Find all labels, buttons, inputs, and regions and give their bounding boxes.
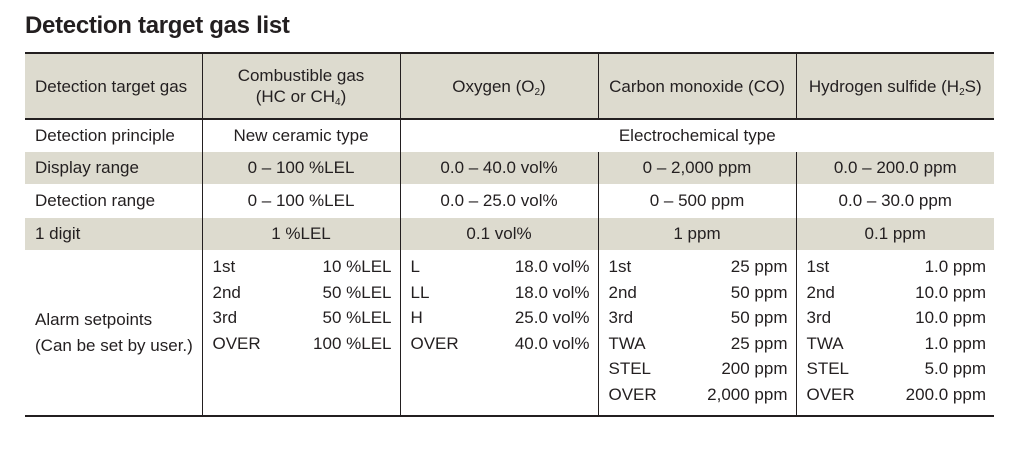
cell: 0.0 – 40.0 vol% xyxy=(399,152,598,184)
setpoint-row: STEL 200 ppm xyxy=(609,356,788,382)
header-co: Carbon monoxide (CO) xyxy=(597,52,796,119)
row-label: Detection range xyxy=(35,191,156,210)
cell: 0.1 vol% xyxy=(399,218,598,250)
cell: 0.0 – 30.0 ppm xyxy=(795,184,994,218)
setpoint-value: 100 %LEL xyxy=(313,333,392,353)
setpoint-value: 10.0 ppm xyxy=(915,308,986,328)
cell-electrochemical: Electrochemical type xyxy=(399,118,994,152)
setpoint-row: STEL 5.0 ppm xyxy=(807,356,987,382)
setpoint-name: 2nd xyxy=(806,282,835,302)
setpoint-value: 10 %LEL xyxy=(322,257,392,276)
setpoint-name: OVER xyxy=(410,333,459,353)
setpoint-row: 1st 1.0 ppm xyxy=(807,254,987,280)
cell: New ceramic type xyxy=(201,118,400,152)
setpoint-name: L xyxy=(410,257,420,276)
setpoint-row: 2nd 50 ppm xyxy=(609,280,788,306)
cell: 1 %LEL xyxy=(201,218,400,250)
setpoint-value: 200.0 ppm xyxy=(905,384,986,404)
setpoint-value: 50 %LEL xyxy=(322,308,392,328)
setpoint-row: 3rd 50 ppm xyxy=(609,305,788,331)
setpoint-name: 1st xyxy=(608,257,632,276)
setpoint-value: 1.0 ppm xyxy=(924,257,986,276)
table-row-alarm: Alarm setpoints (Can be set by user.) 1st… xyxy=(25,250,994,417)
page-title: Detection target gas list xyxy=(25,12,290,39)
setpoint-value: 18.0 vol% xyxy=(514,282,590,302)
setpoint-row: OVER 40.0 vol% xyxy=(411,331,590,357)
row-label: 1 digit xyxy=(25,218,202,250)
cell: 0.0 – 25.0 vol% xyxy=(399,184,598,218)
setpoint-row: 3rd 50 %LEL xyxy=(213,305,392,331)
setpoint-value: 50 %LEL xyxy=(322,282,392,302)
setpoint-row: 1st 10 %LEL xyxy=(213,254,392,280)
setpoint-value: 10.0 ppm xyxy=(915,282,986,302)
setpoint-row: OVER 2,000 ppm xyxy=(609,382,788,408)
row-label: Detection principle xyxy=(25,118,202,152)
alarm-cell-combustible: 1st 10 %LEL 2nd 50 %LEL 3rd 50 %LEL OVER 100 %L… xyxy=(201,250,400,417)
setpoint-row: 3rd 10.0 ppm xyxy=(807,305,987,331)
setpoint-row: OVER 100 %LEL xyxy=(213,331,392,357)
setpoint-value: 1.0 ppm xyxy=(924,333,986,353)
setpoint-row: L 18.0 vol% xyxy=(411,254,590,280)
cell: 0 – 100 %LEL xyxy=(201,152,400,184)
table-row-principle: Detection principle New ceramic type Ele… xyxy=(25,118,994,152)
setpoint-value: 50 ppm xyxy=(730,282,788,302)
header-label: Detection target gas xyxy=(25,52,202,119)
setpoint-name: LL xyxy=(410,282,430,302)
setpoint-name: 2nd xyxy=(212,282,241,302)
setpoint-name: 3rd xyxy=(806,308,832,328)
setpoint-row: TWA 25 ppm xyxy=(609,331,788,357)
setpoint-name: STEL xyxy=(608,359,652,379)
setpoint-name: TWA xyxy=(806,333,844,353)
cell: 0.0 – 200.0 ppm xyxy=(795,152,994,184)
table-row-display-range: Display range 0 – 100 %LEL 0.0 – 40.0 vo… xyxy=(25,152,994,184)
setpoint-row: TWA 1.0 ppm xyxy=(807,331,987,357)
alarm-cell-h2s: 1st 1.0 ppm 2nd 10.0 ppm 3rd 10.0 ppm TWA 1.0 p… xyxy=(795,250,994,417)
alarm-cell-oxygen: L 18.0 vol% LL 18.0 vol% H 25.0 vol% OVER 40.0 … xyxy=(399,250,598,417)
setpoint-value: 25 ppm xyxy=(730,333,788,353)
setpoint-name: 2nd xyxy=(608,282,637,302)
header-h2s: Hydrogen sulfide (H2S) xyxy=(795,52,994,119)
setpoint-value: 200 ppm xyxy=(721,359,788,379)
setpoint-value: 2,000 ppm xyxy=(707,384,788,404)
setpoint-name: TWA xyxy=(608,333,646,353)
row-label: Alarm setpoints (Can be set by user.) xyxy=(25,250,202,417)
cell: 0 – 500 ppm xyxy=(597,184,796,218)
setpoint-value: 25.0 vol% xyxy=(514,308,590,328)
setpoint-name: OVER xyxy=(212,333,261,353)
setpoint-name: 3rd xyxy=(608,308,634,328)
setpoint-name: OVER xyxy=(806,384,855,404)
setpoint-name: 1st xyxy=(806,257,830,276)
alarm-cell-co: 1st 25 ppm 2nd 50 ppm 3rd 50 ppm TWA 25 ppm STEL… xyxy=(597,250,796,417)
table-header-row: Detection target gas Combustible gas (HC… xyxy=(25,52,994,119)
setpoint-name: STEL xyxy=(806,359,850,379)
cell: 0.1 ppm xyxy=(795,218,994,250)
setpoint-name: OVER xyxy=(608,384,657,404)
setpoint-name: H xyxy=(410,308,423,328)
cell: 1 ppm xyxy=(597,218,796,250)
header-combustible: Combustible gas (HC or CH4) xyxy=(201,52,400,119)
setpoint-value: 5.0 ppm xyxy=(924,359,986,379)
setpoint-row: 2nd 50 %LEL xyxy=(213,280,392,306)
gas-list-table: Detection target gas Combustible gas (HC… xyxy=(25,52,994,417)
setpoint-value: 50 ppm xyxy=(730,308,788,328)
setpoint-row: LL 18.0 vol% xyxy=(411,280,590,306)
cell: 0 – 2,000 ppm xyxy=(597,152,796,184)
setpoint-row: 2nd 10.0 ppm xyxy=(807,280,987,306)
setpoint-name: 1st xyxy=(212,257,236,276)
table-row-digit: 1 digit 1 %LEL 0.1 vol% 1 ppm 0.1 ppm xyxy=(25,218,994,250)
setpoint-row: H 25.0 vol% xyxy=(411,305,590,331)
row-label: Display range xyxy=(25,152,202,184)
setpoint-name: 3rd xyxy=(212,308,238,328)
cell: 0 – 100 %LEL xyxy=(201,184,400,218)
setpoint-row: 1st 25 ppm xyxy=(609,254,788,280)
table-row-detection-range: Detection range 0 – 100 %LEL 0.0 – 25.0 … xyxy=(25,184,994,218)
setpoint-value: 18.0 vol% xyxy=(514,257,590,276)
setpoint-row: OVER 200.0 ppm xyxy=(807,382,987,408)
header-oxygen: Oxygen (O2) xyxy=(399,52,598,119)
setpoint-value: 25 ppm xyxy=(730,257,788,276)
setpoint-value: 40.0 vol% xyxy=(514,333,590,353)
